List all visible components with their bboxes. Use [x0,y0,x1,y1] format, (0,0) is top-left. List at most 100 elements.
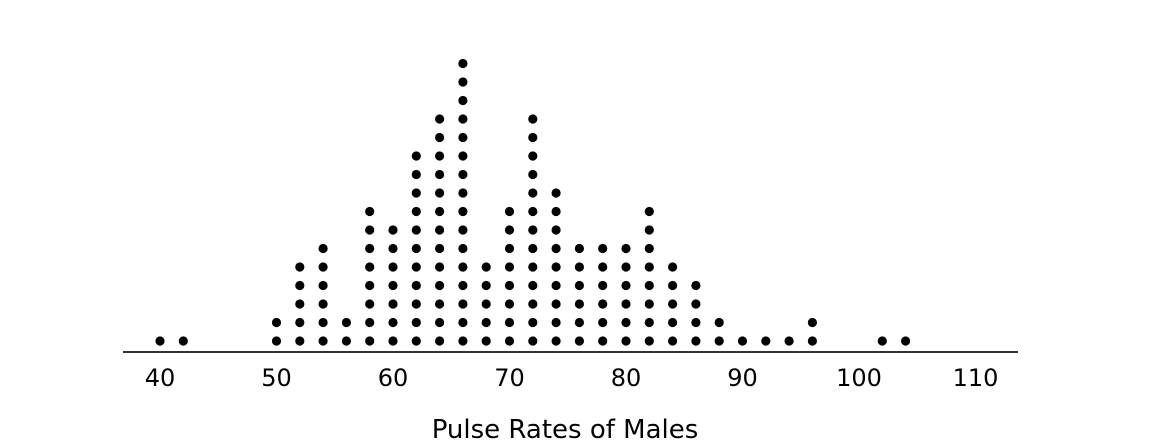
data-dot [411,169,421,180]
data-dot [435,299,445,309]
data-dot [574,299,585,309]
data-dot [458,243,468,254]
data-dot [365,243,375,254]
x-tick-label: 80 [611,364,642,392]
data-dot [318,280,328,291]
data-dot [458,188,468,198]
data-dot [411,280,421,291]
data-dot [178,336,188,346]
data-dot [458,317,468,328]
x-tick-label: 60 [378,364,409,392]
data-dot [551,243,561,254]
data-dot [458,262,468,272]
data-dot [691,317,701,328]
data-dot [435,225,445,235]
data-dot [435,206,445,217]
x-axis-title: Pulse Rates of Males [432,415,699,445]
data-dot [737,336,748,346]
data-dot [318,336,328,346]
data-dot [528,336,538,346]
data-dot [504,206,515,217]
data-dot [551,280,561,291]
data-dot [411,188,421,198]
data-dot [551,225,561,235]
data-dot [411,151,421,161]
data-dot [458,95,468,106]
data-dot [388,299,398,309]
data-dot [668,280,678,291]
data-dot [411,206,421,217]
data-dot [435,262,445,272]
data-dot [435,317,445,328]
data-dot [574,336,585,346]
data-dot [504,243,515,254]
data-dot [435,336,445,346]
data-dot [621,299,631,309]
data-dot [528,132,538,143]
data-dot [388,280,398,291]
data-dot [504,317,515,328]
dots-layer [155,58,911,346]
data-dot [901,336,911,346]
data-dot [271,317,282,328]
data-dot [365,262,375,272]
data-dot [551,206,561,217]
data-dot [621,243,631,254]
data-dot [574,317,585,328]
data-dot [341,317,351,328]
data-dot [458,299,468,309]
data-dot [528,299,538,309]
data-dot [365,317,375,328]
data-dot [458,336,468,346]
data-dot [435,151,445,161]
data-dot [481,299,491,309]
x-tick-label: 110 [953,364,999,392]
data-dot [388,262,398,272]
data-dot [598,299,608,309]
data-dot [295,280,305,291]
data-dot [574,243,585,254]
data-dot [784,336,794,346]
data-dot [435,169,445,180]
data-dot [388,317,398,328]
data-dot [504,225,515,235]
data-dot [598,317,608,328]
data-dot [318,299,328,309]
data-dot [341,336,351,346]
data-dot [528,206,538,217]
data-dot [295,262,305,272]
data-dot [551,336,561,346]
data-dot [458,58,468,69]
data-dot [365,299,375,309]
data-dot [504,262,515,272]
data-dot [551,188,561,198]
data-dot [318,317,328,328]
data-dot [411,225,421,235]
data-dot [365,280,375,291]
data-dot [528,225,538,235]
data-dot [528,151,538,161]
data-dot [411,299,421,309]
data-dot [668,317,678,328]
data-dot [458,280,468,291]
data-dot [574,280,585,291]
data-dot [481,262,491,272]
data-dot [458,169,468,180]
data-dot [295,317,305,328]
data-dot [574,262,585,272]
data-dot [458,77,468,87]
x-tick-label: 70 [494,364,525,392]
data-dot [807,336,818,346]
data-dot [295,299,305,309]
data-dot [621,336,631,346]
data-dot [504,299,515,309]
x-tick-label: 50 [261,364,292,392]
data-dot [551,262,561,272]
data-dot [691,299,701,309]
data-dot [481,280,491,291]
data-dot [644,262,654,272]
data-dot [644,299,654,309]
data-dot [365,206,375,217]
data-dot [365,336,375,346]
data-dot [761,336,771,346]
